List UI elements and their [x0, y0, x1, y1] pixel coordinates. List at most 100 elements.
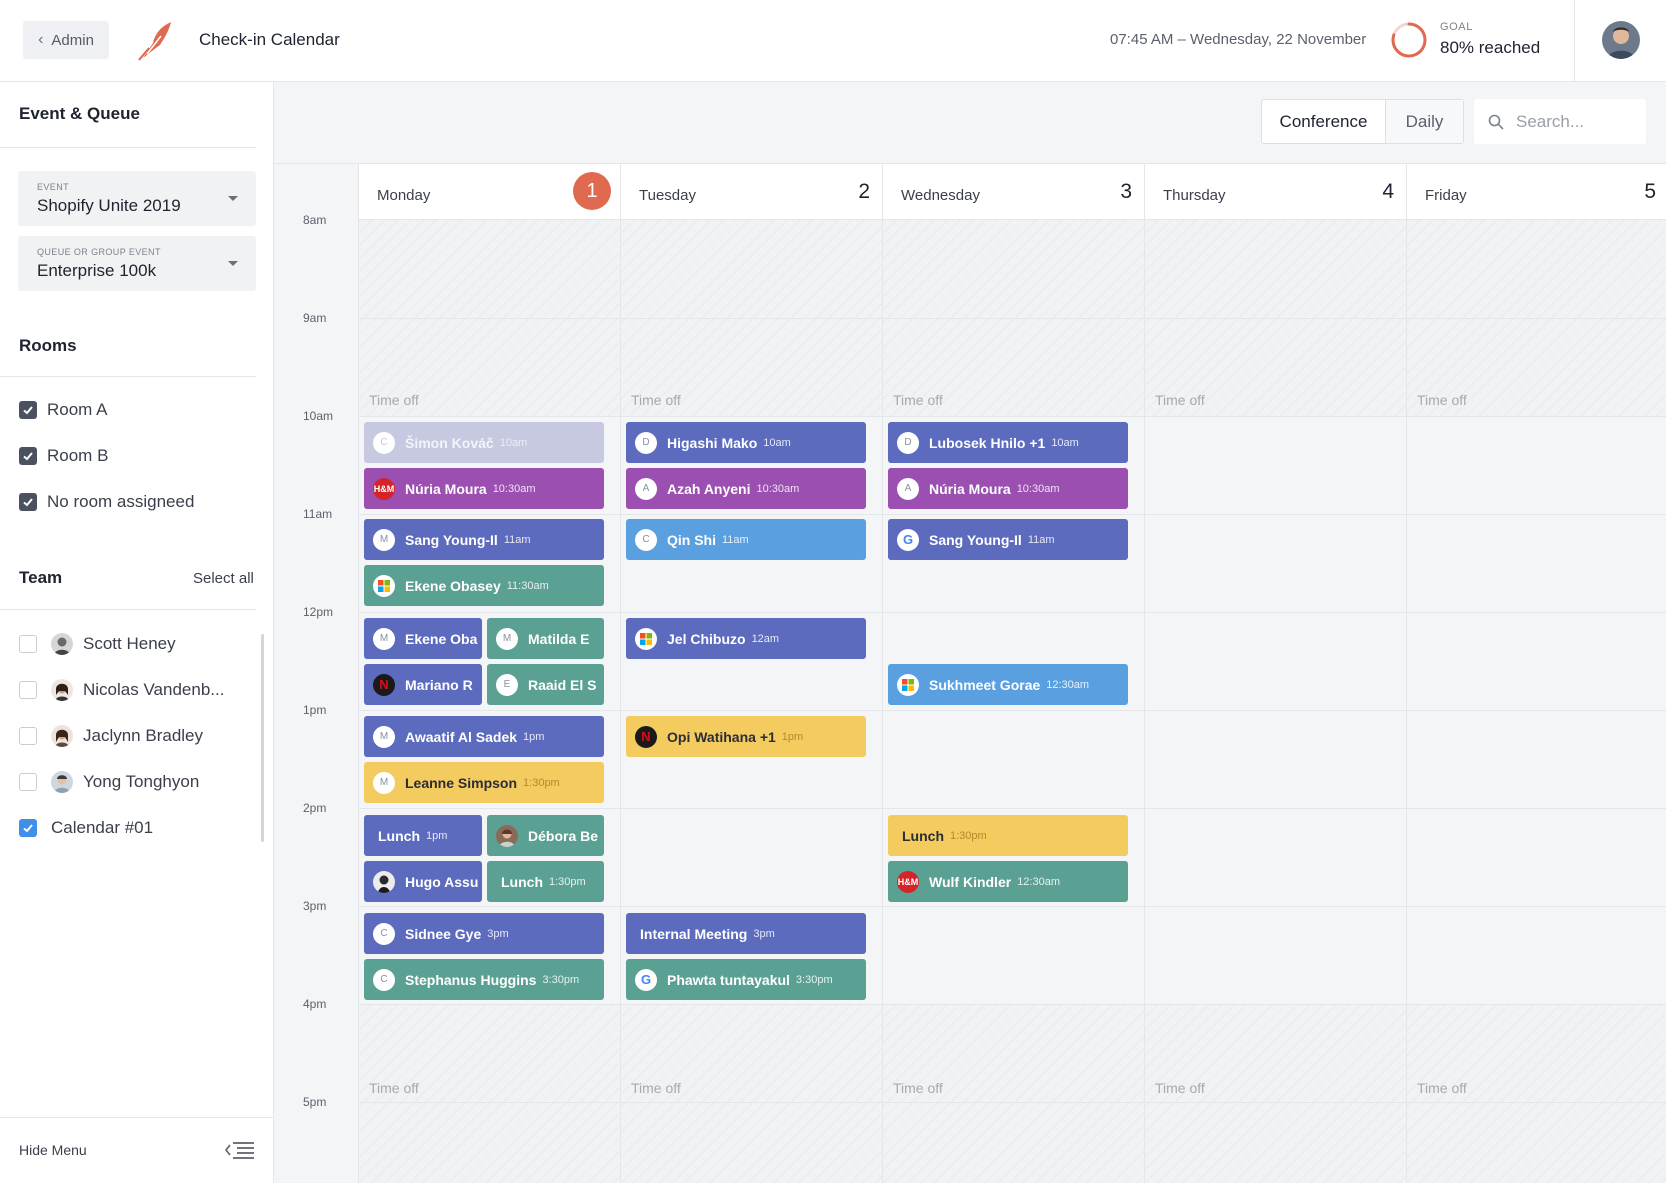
- event-block[interactable]: D Lubosek Hnilo +1 10am: [888, 422, 1128, 463]
- hm-logo-icon: H&M: [897, 870, 919, 893]
- time-off-label: Time off: [1155, 1080, 1205, 1096]
- day-name: Friday: [1425, 187, 1467, 204]
- event-time: 11am: [1027, 533, 1055, 546]
- day-number: 5: [1644, 180, 1656, 203]
- event-block[interactable]: N Opi Watihana +1 1pm: [626, 716, 866, 757]
- event-block[interactable]: E Raaid El S: [487, 664, 604, 705]
- event-block[interactable]: Débora Be: [487, 815, 604, 856]
- event-icon: C: [373, 968, 395, 991]
- event-name: Azah Anyeni: [667, 480, 751, 497]
- event-name: Lunch: [902, 827, 944, 844]
- event-select[interactable]: EVENT Shopify Unite 2019: [18, 171, 256, 226]
- event-name: Sang Young-Il: [929, 531, 1022, 548]
- hour-line: [621, 808, 883, 809]
- checkbox-checked[interactable]: [19, 819, 37, 837]
- event-name: Raaid El S: [528, 676, 597, 693]
- event-block[interactable]: C Šimon Kováč 10am: [364, 422, 604, 463]
- event-time: 1:30pm: [523, 776, 560, 789]
- room-filter-room-b[interactable]: Room B: [19, 444, 108, 468]
- event-block[interactable]: Hugo Assu: [364, 861, 482, 902]
- event-block[interactable]: H&M Wulf Kindler 12:30am: [888, 861, 1128, 902]
- event-block[interactable]: H&M Núria Moura 10:30am: [364, 468, 604, 509]
- view-conference-button[interactable]: Conference: [1262, 100, 1386, 143]
- day-header[interactable]: Wednesday 3: [883, 164, 1145, 220]
- checkbox-unchecked[interactable]: [19, 681, 37, 699]
- team-list-scrollbar[interactable]: [261, 634, 264, 842]
- checkbox-unchecked[interactable]: [19, 773, 37, 791]
- hour-line: [883, 612, 1145, 613]
- event-name: Lubosek Hnilo +1: [929, 434, 1046, 451]
- search-icon: [1488, 114, 1504, 130]
- team-filter-yong[interactable]: Yong Tonghyon: [19, 770, 199, 794]
- queue-select[interactable]: QUEUE OR GROUP EVENT Enterprise 100k: [18, 236, 256, 291]
- event-icon: A: [635, 477, 657, 500]
- event-block[interactable]: C Qin Shi 11am: [626, 519, 866, 560]
- hour-line: [1407, 612, 1666, 613]
- hour-line: [1407, 1004, 1666, 1005]
- event-block[interactable]: G Sang Young-Il 11am: [888, 519, 1128, 560]
- today-badge: 1: [573, 172, 611, 210]
- team-filter-jaclynn[interactable]: Jaclynn Bradley: [19, 724, 203, 748]
- event-block[interactable]: M Awaatif Al Sadek 1pm: [364, 716, 604, 757]
- event-icon: M: [496, 627, 518, 650]
- day-header[interactable]: Thursday 4: [1145, 164, 1407, 220]
- event-block[interactable]: Sukhmeet Gorae 12:30am: [888, 664, 1128, 705]
- event-name: Hugo Assu: [405, 873, 479, 890]
- event-block[interactable]: A Azah Anyeni 10:30am: [626, 468, 866, 509]
- back-to-admin-button[interactable]: ‹ Admin: [23, 21, 109, 59]
- search-input[interactable]: [1516, 111, 1636, 132]
- queue-select-caption: QUEUE OR GROUP EVENT: [37, 247, 161, 257]
- event-time: 11am: [503, 533, 531, 546]
- day-header[interactable]: Tuesday 2: [621, 164, 883, 220]
- room-filter-no-room[interactable]: No room assigneed: [19, 490, 194, 514]
- event-block[interactable]: M Leanne Simpson 1:30pm: [364, 762, 604, 803]
- event-block[interactable]: D Higashi Mako 10am: [626, 422, 866, 463]
- checkbox-checked[interactable]: [19, 401, 37, 419]
- checkbox-checked[interactable]: [19, 447, 37, 465]
- time-off-block: [883, 1004, 1145, 1183]
- checkbox-checked[interactable]: [19, 493, 37, 511]
- team-filter-calendar-01[interactable]: Calendar #01: [19, 816, 153, 840]
- event-block[interactable]: Lunch 1:30pm: [888, 815, 1128, 856]
- team-filter-scott-heney[interactable]: Scott Heney: [19, 632, 176, 656]
- event-name: Internal Meeting: [640, 925, 748, 942]
- user-avatar[interactable]: [1602, 21, 1640, 59]
- day-name: Thursday: [1163, 187, 1226, 204]
- hour-line: [359, 318, 621, 319]
- checkbox-unchecked[interactable]: [19, 727, 37, 745]
- event-block[interactable]: Jel Chibuzo 12am: [626, 618, 866, 659]
- hour-line: [1407, 906, 1666, 907]
- page-title: Check-in Calendar: [199, 30, 340, 49]
- day-column-tuesday: Time off Time off Tuesday 2 D Higashi Ma…: [620, 164, 883, 1183]
- day-header[interactable]: Monday 1: [359, 164, 621, 220]
- hour-line: [621, 710, 883, 711]
- event-block[interactable]: Lunch 1pm: [364, 815, 482, 856]
- event-block[interactable]: M Matilda E: [487, 618, 604, 659]
- day-name: Tuesday: [639, 187, 696, 204]
- time-off-label: Time off: [893, 1080, 943, 1096]
- view-daily-button[interactable]: Daily: [1386, 100, 1463, 143]
- day-name: Monday: [377, 187, 431, 204]
- hour-line: [621, 318, 883, 319]
- event-block[interactable]: Internal Meeting 3pm: [626, 913, 866, 954]
- event-block[interactable]: C Sidnee Gye 3pm: [364, 913, 604, 954]
- checkbox-unchecked[interactable]: [19, 635, 37, 653]
- hour-line: [883, 808, 1145, 809]
- event-block[interactable]: M Ekene Oba: [364, 618, 482, 659]
- room-filter-room-a[interactable]: Room A: [19, 398, 107, 422]
- event-block[interactable]: C Stephanus Huggins 3:30pm: [364, 959, 604, 1000]
- team-filter-nicolas[interactable]: Nicolas Vandenb...: [19, 678, 224, 702]
- event-name: Núria Moura: [929, 480, 1011, 497]
- collapse-menu-icon[interactable]: [225, 1140, 255, 1160]
- event-block[interactable]: G Phawta tuntayakul 3:30pm: [626, 959, 866, 1000]
- event-block[interactable]: Ekene Obasey 11:30am: [364, 565, 604, 606]
- day-header[interactable]: Friday 5: [1407, 164, 1666, 220]
- event-queue-title: Event & Queue: [19, 104, 140, 123]
- event-block[interactable]: Lunch 1:30pm: [487, 861, 604, 902]
- event-block[interactable]: N Mariano R: [364, 664, 482, 705]
- hour-line: [621, 906, 883, 907]
- event-block[interactable]: M Sang Young-Il 11am: [364, 519, 604, 560]
- event-block[interactable]: A Núria Moura 10:30am: [888, 468, 1128, 509]
- hide-menu-button[interactable]: Hide Menu: [19, 1142, 87, 1158]
- select-all-link[interactable]: Select all: [193, 570, 254, 587]
